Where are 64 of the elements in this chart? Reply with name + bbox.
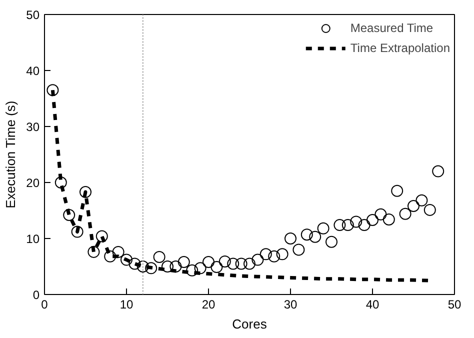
point	[399, 208, 412, 220]
point	[374, 208, 387, 220]
point	[202, 256, 214, 268]
point	[284, 232, 296, 244]
point	[170, 260, 182, 272]
point	[104, 250, 116, 262]
point	[178, 256, 190, 268]
point	[358, 219, 370, 232]
point	[54, 176, 67, 188]
point	[46, 84, 59, 96]
point	[350, 216, 362, 228]
point	[292, 244, 305, 256]
y-tick-label: 50	[26, 8, 40, 22]
x-axis-title: Cores	[232, 316, 268, 332]
point	[252, 254, 264, 266]
point	[334, 219, 346, 232]
point	[416, 194, 428, 206]
point	[128, 258, 141, 270]
legend-label: Measured Time	[350, 21, 434, 35]
point	[63, 208, 76, 221]
y-axis-title: Execution Time (s)	[3, 100, 18, 208]
point	[235, 258, 248, 270]
x-tick-label: 20	[202, 298, 216, 312]
point	[366, 214, 378, 226]
point	[342, 219, 354, 232]
point	[382, 213, 395, 226]
point	[96, 230, 108, 242]
point	[120, 254, 132, 266]
point	[432, 165, 444, 178]
point	[276, 248, 288, 260]
point	[260, 248, 272, 260]
point	[244, 258, 256, 270]
point	[309, 230, 322, 243]
x-tick-label: 50	[448, 298, 462, 312]
point	[88, 246, 100, 258]
point	[153, 250, 166, 263]
point	[218, 255, 231, 268]
point	[210, 261, 223, 274]
point	[300, 228, 313, 241]
point	[112, 246, 124, 258]
point	[71, 226, 84, 238]
point	[194, 262, 206, 274]
point	[424, 204, 436, 216]
point	[408, 200, 420, 212]
point	[136, 260, 149, 272]
y-tick-label: 30	[26, 120, 40, 134]
point	[391, 184, 404, 197]
point	[186, 264, 198, 276]
point	[326, 236, 338, 248]
y-tick-label: 40	[26, 64, 40, 78]
point	[227, 258, 240, 270]
x-tick-label: 40	[366, 298, 380, 312]
y-tick-label: 10	[26, 232, 40, 246]
point	[268, 250, 280, 262]
point	[317, 222, 330, 234]
point	[162, 260, 174, 272]
point	[80, 186, 92, 198]
x-tick-label: 0	[41, 298, 48, 312]
y-tick-label: 0	[32, 288, 40, 302]
legend-label: Time Extrapolation	[350, 41, 450, 55]
point	[145, 262, 158, 274]
x-tick-label: 30	[284, 298, 298, 312]
x-tick-label: 10	[120, 298, 134, 312]
y-tick-label: 20	[26, 176, 40, 190]
